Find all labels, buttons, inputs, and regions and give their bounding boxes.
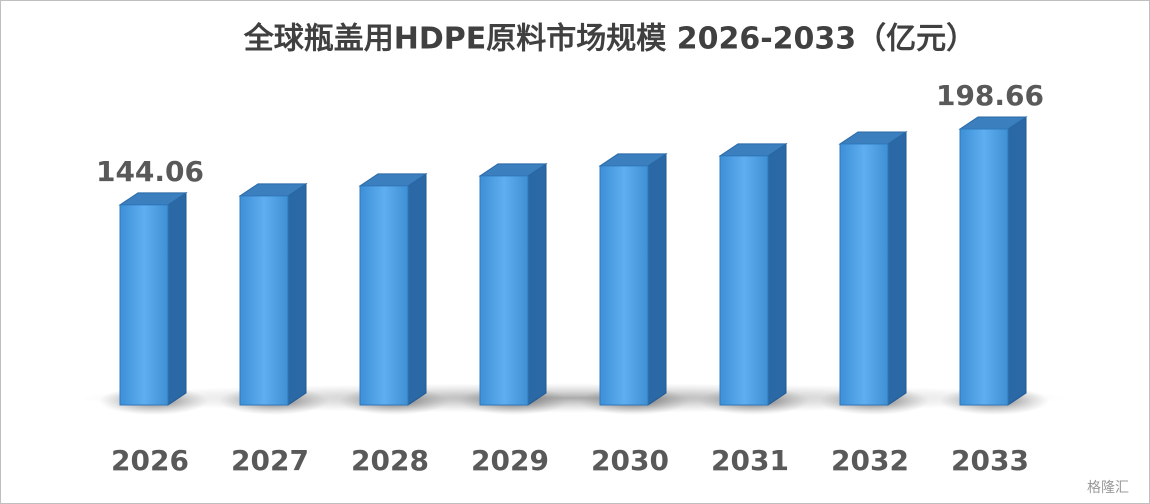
x-tick-label: 2029 xyxy=(471,444,549,477)
bar-side xyxy=(767,142,787,406)
bar-front xyxy=(359,185,409,406)
data-label: 198.66 xyxy=(936,79,1044,112)
bar-side xyxy=(1007,116,1027,406)
bar-side xyxy=(647,152,667,406)
bar xyxy=(718,142,788,406)
bar xyxy=(958,116,1028,406)
bar xyxy=(358,172,428,406)
bar-front xyxy=(599,165,649,406)
bar-front xyxy=(719,155,769,406)
bar-front xyxy=(839,143,889,406)
x-tick-label: 2026 xyxy=(111,444,189,477)
bar-side xyxy=(287,182,307,406)
bar-front xyxy=(239,195,289,406)
bar xyxy=(118,191,188,406)
x-tick-label: 2031 xyxy=(711,444,789,477)
chart-title: 全球瓶盖用HDPE原料市场规模 2026-2033（亿元） xyxy=(243,22,976,57)
bar-side xyxy=(527,162,547,406)
bar-front xyxy=(479,175,529,406)
x-tick-label: 2028 xyxy=(351,444,429,477)
bar-side xyxy=(167,191,187,406)
watermark: 格隆汇 xyxy=(1087,480,1129,496)
x-tick-label: 2033 xyxy=(951,444,1029,477)
x-tick-label: 2032 xyxy=(831,444,909,477)
data-label: 144.06 xyxy=(96,155,204,188)
bar-front xyxy=(959,128,1009,406)
bar xyxy=(238,182,308,406)
bar xyxy=(838,131,908,406)
x-tick-label: 2030 xyxy=(591,444,669,477)
bar-front xyxy=(119,204,169,406)
x-tick-label: 2027 xyxy=(231,444,309,477)
bar xyxy=(598,152,668,406)
bar xyxy=(478,162,548,406)
bar-side xyxy=(887,131,907,406)
bar-side xyxy=(407,172,427,406)
